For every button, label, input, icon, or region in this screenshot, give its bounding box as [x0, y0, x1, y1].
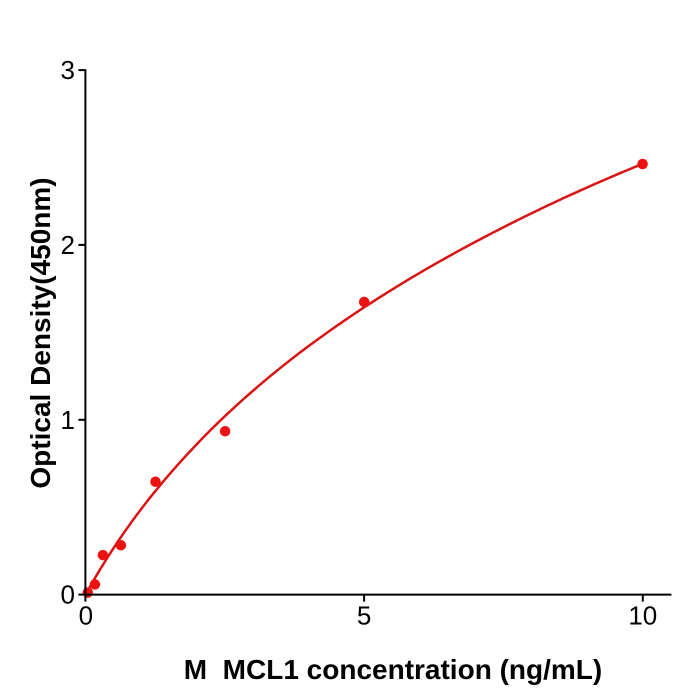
svg-text:Optical Density(450nm): Optical Density(450nm): [25, 177, 56, 488]
svg-text:0: 0: [61, 580, 75, 610]
svg-text:5: 5: [357, 601, 371, 631]
svg-text:0: 0: [79, 601, 93, 631]
svg-text:1: 1: [61, 405, 75, 435]
svg-text:3: 3: [61, 55, 75, 85]
svg-text:2: 2: [61, 230, 75, 260]
svg-text:M MCL1 concentration (ng/mL): M MCL1 concentration (ng/mL): [184, 654, 602, 685]
svg-text:10: 10: [628, 601, 657, 631]
